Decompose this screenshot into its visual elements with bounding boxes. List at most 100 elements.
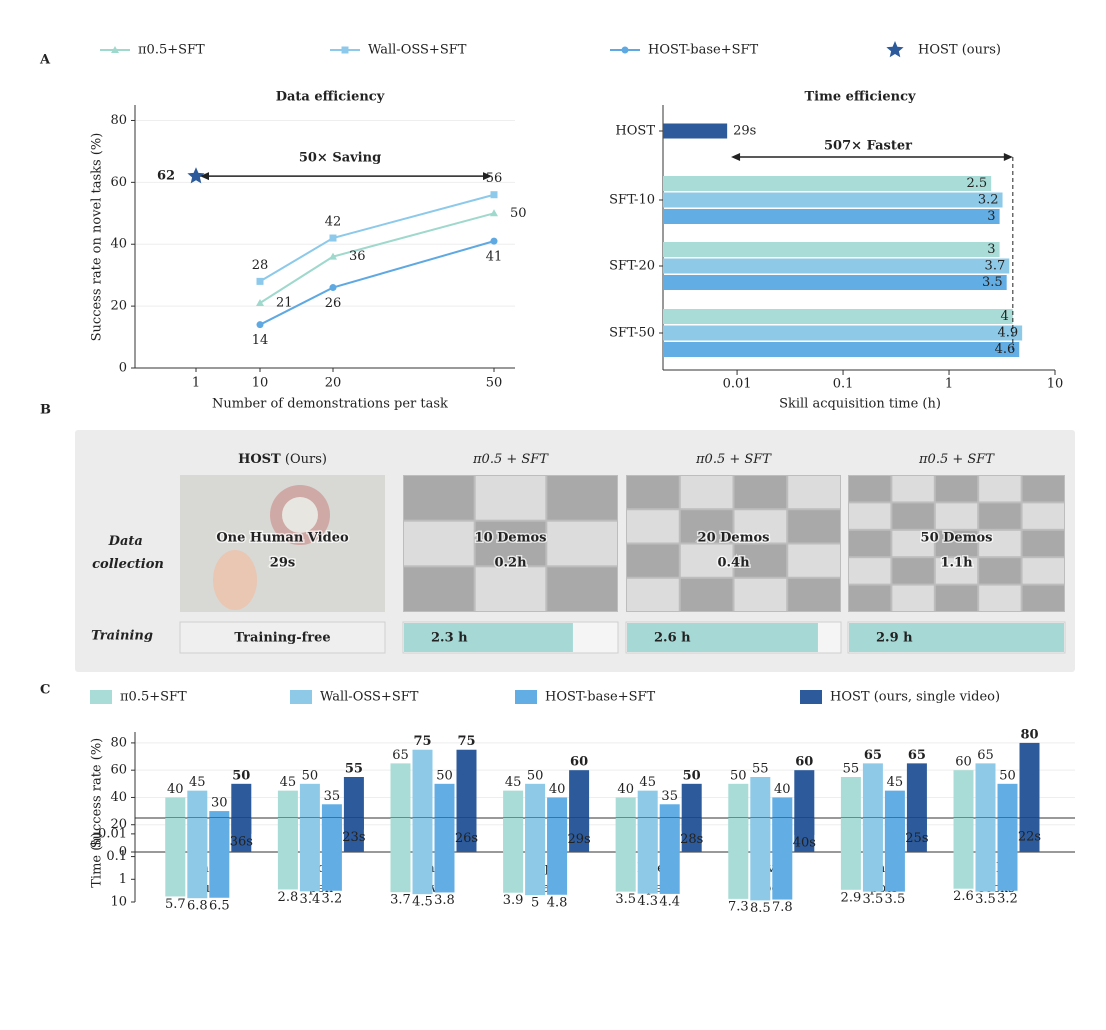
y-tick-label: 0 <box>119 361 127 376</box>
marker <box>329 252 337 260</box>
data-label: 40s <box>793 835 816 850</box>
bar <box>862 818 883 892</box>
panel-label: C <box>40 683 50 698</box>
legend-label: π0.5+SFT <box>138 43 205 58</box>
bar <box>547 818 568 895</box>
data-label: 3 <box>987 209 995 224</box>
data-label: 26 <box>325 296 342 311</box>
bar <box>456 818 477 831</box>
data-label: 29s <box>733 124 756 139</box>
bar <box>906 818 927 831</box>
bar <box>412 818 433 895</box>
marker <box>187 167 205 184</box>
image-tile <box>680 510 733 543</box>
legend-label: HOST (ours) <box>918 43 1001 58</box>
data-label: 4.8 <box>547 895 568 910</box>
y-axis-label: Time (h) <box>90 832 105 888</box>
data-label: 60 <box>570 755 588 770</box>
data-label: 50 <box>999 768 1016 783</box>
image-tile <box>979 476 1021 502</box>
data-label: 36 <box>349 249 366 264</box>
data-label: 4.6 <box>995 342 1016 357</box>
bar <box>390 818 411 893</box>
bar <box>997 818 1018 891</box>
image-tile <box>892 585 934 611</box>
data-label: 41 <box>486 250 503 265</box>
image-tile <box>979 585 1021 611</box>
data-label: 3.5 <box>982 275 1003 290</box>
bar <box>663 209 1000 224</box>
image-tile <box>935 476 978 502</box>
data-label: 45 <box>280 775 297 790</box>
caption-duration: 29s <box>270 556 295 571</box>
bar <box>187 818 208 899</box>
data-label: 50 <box>302 768 319 783</box>
data-label: 60 <box>795 755 813 770</box>
x-axis-label: Number of demonstrations per task <box>212 397 448 412</box>
y-axis-label: Success rate (%) <box>90 738 105 849</box>
bar <box>663 258 1010 274</box>
data-label: 65 <box>864 748 882 763</box>
column-title-main: HOST <box>238 452 281 467</box>
image-tile <box>1022 558 1064 584</box>
marker <box>490 237 498 245</box>
y-tick-label: 0 <box>119 845 127 860</box>
x-tick-label: 50 <box>486 376 503 391</box>
marker <box>256 321 264 329</box>
bar <box>1019 818 1040 830</box>
row-label: Training <box>91 629 153 644</box>
bar <box>525 818 546 896</box>
training-box <box>179 621 386 654</box>
image-tile <box>627 476 679 509</box>
image-tile <box>680 544 733 577</box>
x-axis-label: Skill acquisition time (h) <box>779 397 941 412</box>
bar <box>615 818 636 892</box>
column-title-main: π0.5 + SFT <box>918 452 995 467</box>
y-tick-label: 20 <box>110 817 127 832</box>
data-label: 36s <box>230 834 253 849</box>
data-label: 50 <box>527 768 544 783</box>
image-tile <box>1022 476 1064 502</box>
column-title: π0.5 + SFT <box>695 452 772 467</box>
bar <box>728 818 749 899</box>
data-label: 50 <box>730 768 747 783</box>
data-label: 28 <box>252 258 269 273</box>
image-tile <box>475 567 546 611</box>
bar <box>840 818 861 890</box>
data-label: 14 <box>252 333 269 348</box>
caption-duration: 0.2h <box>494 556 527 571</box>
image-tile <box>849 585 891 611</box>
legend-label: Wall-OSS+SFT <box>320 690 419 705</box>
image-tile <box>788 476 840 509</box>
data-label: 45 <box>639 775 656 790</box>
bar <box>277 818 298 890</box>
row-label: Data collection <box>92 534 164 572</box>
y-tick-label: 1 <box>119 872 127 887</box>
x-tick-label: 0.01 <box>723 377 752 392</box>
marker <box>256 299 264 307</box>
arrow-head <box>483 172 492 181</box>
row-label-line: collection <box>92 557 164 572</box>
data-label: 3.5 <box>885 892 906 907</box>
data-label: 3.4 <box>300 892 321 907</box>
data-label: 42 <box>325 215 342 230</box>
y-tick-label: 40 <box>110 790 127 805</box>
y-tick-label: 60 <box>110 763 127 778</box>
image-tile <box>627 510 679 543</box>
image-tile <box>627 578 679 611</box>
data-label: 45 <box>189 775 206 790</box>
data-label: 3.8 <box>434 893 455 908</box>
data-label: 29s <box>567 832 590 847</box>
y-tick-label: HOST <box>615 124 655 139</box>
data-label: 7.3 <box>728 899 749 914</box>
data-label: 5.7 <box>165 897 186 912</box>
data-label: 65 <box>908 748 926 763</box>
data-label: 40 <box>549 782 566 797</box>
training-label: 2.6 h <box>654 631 691 646</box>
marker <box>329 234 337 242</box>
panel-label: A <box>39 53 51 68</box>
data-label: 35 <box>324 789 341 804</box>
data-label: 40 <box>617 782 634 797</box>
arrow-head <box>731 153 741 161</box>
